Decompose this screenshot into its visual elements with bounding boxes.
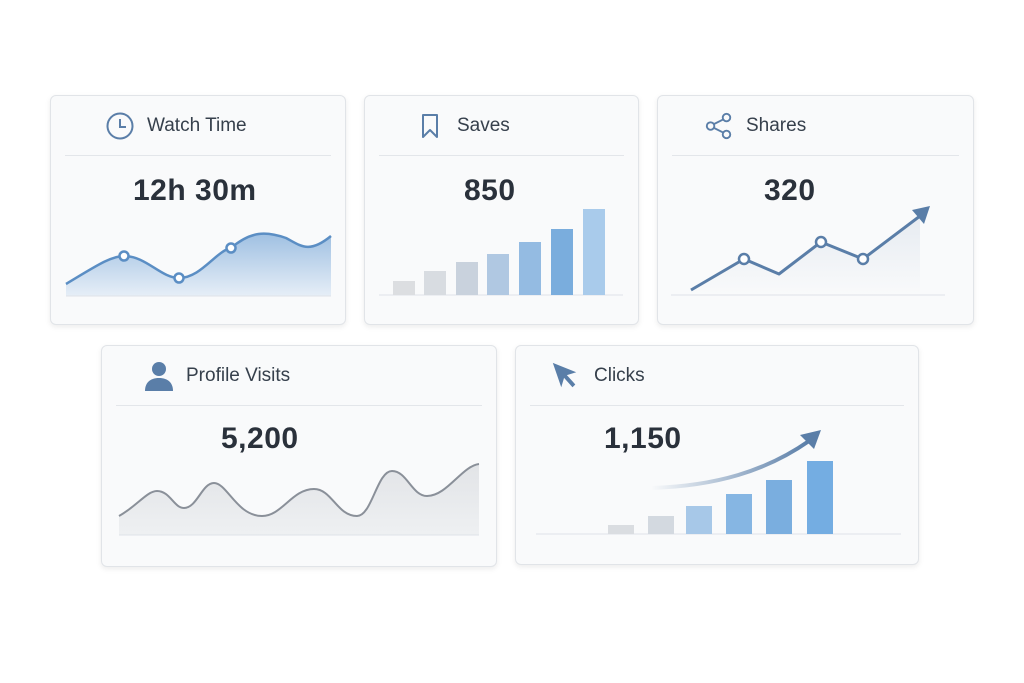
bar bbox=[393, 281, 415, 295]
bar bbox=[686, 506, 712, 534]
card-header: Clicks bbox=[516, 346, 918, 406]
card-header: Watch Time bbox=[51, 96, 345, 156]
divider bbox=[65, 155, 331, 156]
bar bbox=[424, 271, 446, 295]
trend-arrow-line bbox=[650, 439, 811, 490]
divider bbox=[379, 155, 624, 156]
bar bbox=[807, 461, 833, 534]
bookmark-icon bbox=[415, 111, 445, 141]
bar bbox=[583, 209, 605, 295]
data-point bbox=[225, 242, 237, 254]
divider bbox=[530, 405, 904, 406]
card-title: Watch Time bbox=[147, 115, 247, 136]
metric-value: 850 bbox=[464, 174, 516, 207]
metric-value: 5,200 bbox=[221, 422, 299, 455]
watch-time-card[interactable]: Watch Time 12h 30m bbox=[50, 95, 346, 325]
clock-icon bbox=[105, 111, 135, 141]
watch-time-area-chart bbox=[65, 232, 332, 297]
card-title: Shares bbox=[746, 115, 807, 136]
data-point bbox=[856, 252, 870, 266]
divider bbox=[672, 155, 959, 156]
metric-value: 12h 30m bbox=[133, 174, 257, 207]
clicks-card[interactable]: Clicks 1,150 bbox=[515, 345, 919, 565]
share-icon bbox=[704, 111, 734, 141]
bar bbox=[648, 516, 674, 534]
data-point bbox=[173, 272, 185, 284]
saves-bar-chart bbox=[379, 209, 623, 296]
bar bbox=[456, 262, 478, 295]
divider bbox=[116, 405, 482, 406]
card-header: Profile Visits bbox=[102, 346, 496, 406]
cursor-arrow-icon bbox=[550, 361, 580, 391]
area-fill bbox=[66, 233, 331, 296]
card-title: Saves bbox=[457, 115, 510, 136]
card-header: Shares bbox=[658, 96, 973, 156]
metric-value: 1,150 bbox=[604, 422, 682, 455]
clicks-bar-chart bbox=[536, 430, 901, 535]
profile-visits-card[interactable]: Profile Visits 5,200 bbox=[101, 345, 497, 567]
bar bbox=[766, 480, 792, 534]
bar bbox=[726, 494, 752, 534]
metric-value: 320 bbox=[764, 174, 816, 207]
profile-visits-wave-chart bbox=[118, 463, 480, 536]
bar bbox=[487, 254, 509, 295]
user-icon bbox=[144, 361, 174, 391]
shares-card[interactable]: Shares 320 bbox=[657, 95, 974, 325]
data-point bbox=[737, 252, 751, 266]
data-point bbox=[118, 250, 130, 262]
trend-line bbox=[690, 214, 921, 292]
area-fill bbox=[119, 464, 479, 535]
data-point bbox=[814, 235, 828, 249]
saves-card[interactable]: Saves 850 bbox=[364, 95, 639, 325]
card-title: Profile Visits bbox=[186, 365, 291, 386]
card-title: Clicks bbox=[594, 365, 645, 386]
arrow-head-icon bbox=[912, 206, 930, 224]
bar bbox=[551, 229, 573, 295]
card-header: Saves bbox=[365, 96, 638, 156]
arrow-head-icon bbox=[800, 430, 821, 449]
trend-line bbox=[118, 463, 480, 518]
bar bbox=[608, 525, 634, 534]
bar bbox=[519, 242, 541, 295]
shares-line-chart bbox=[671, 206, 945, 296]
